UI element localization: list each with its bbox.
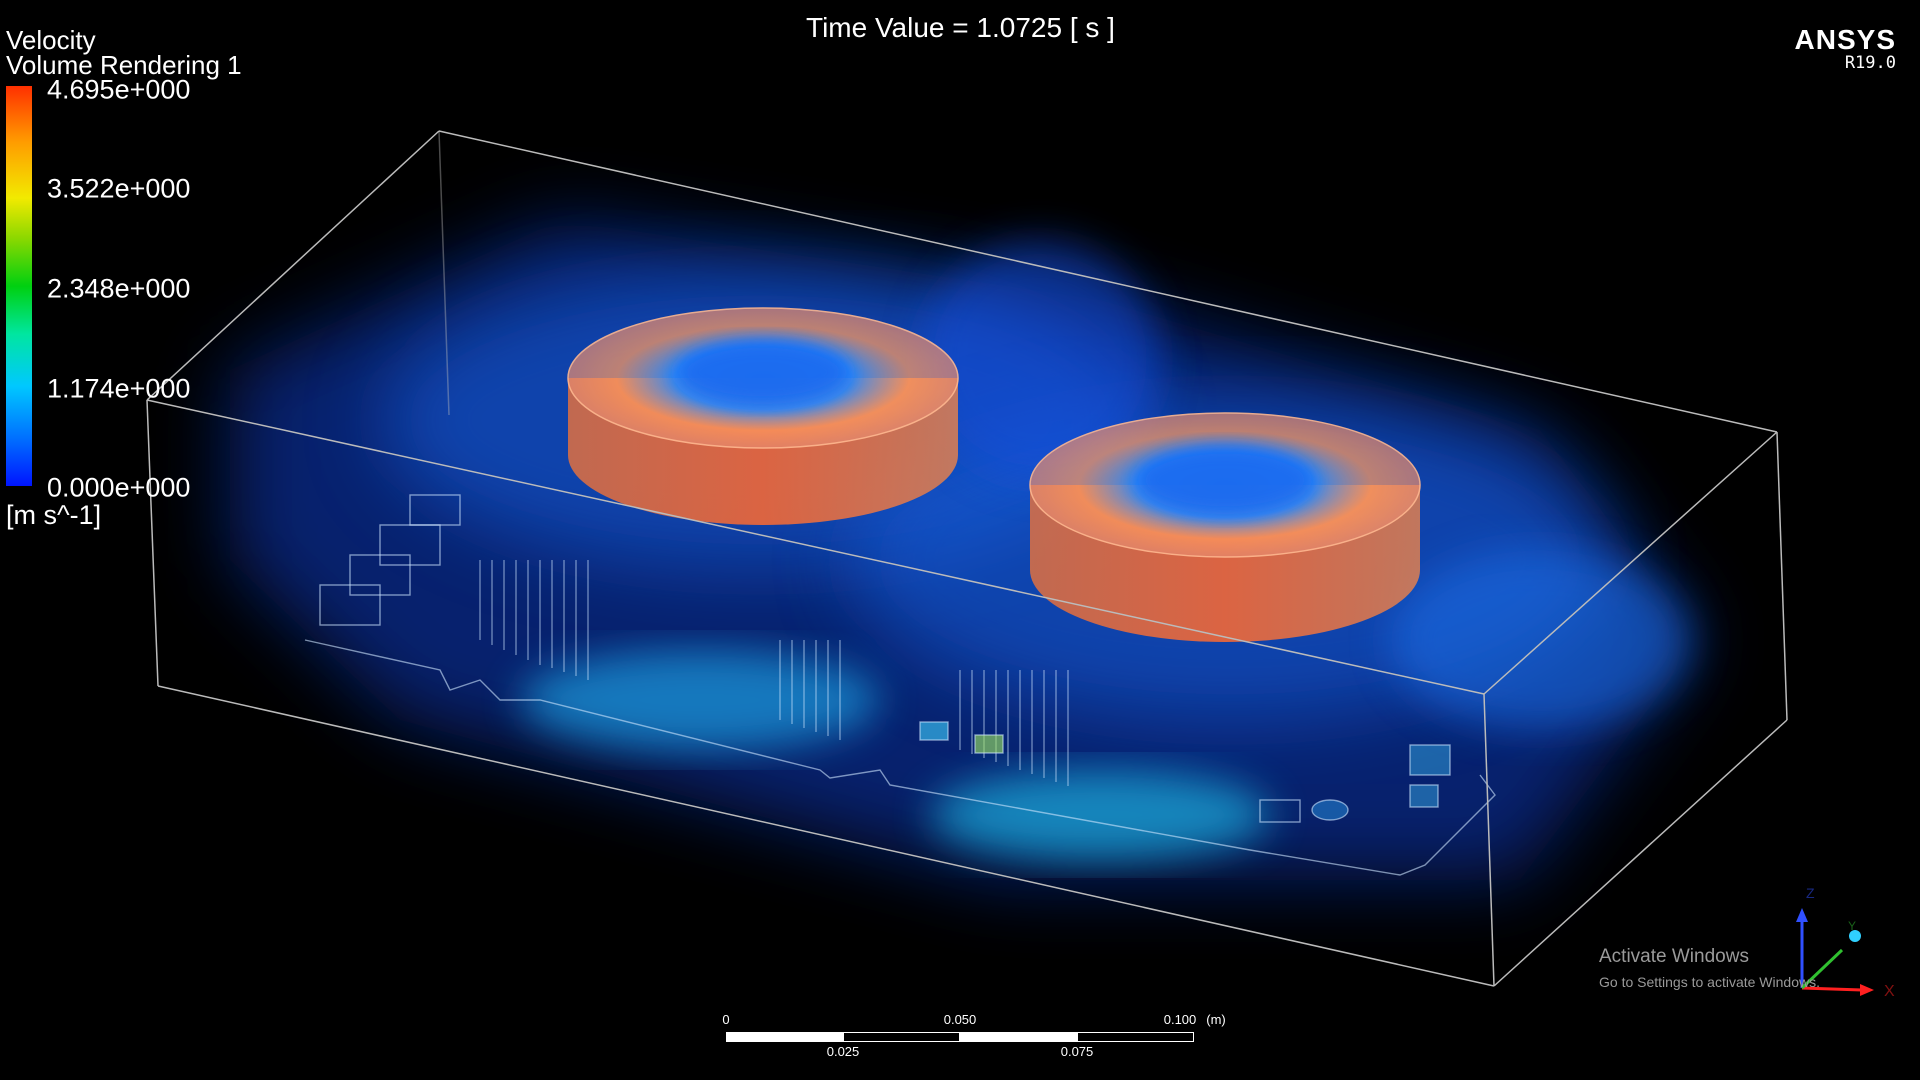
legend-title: Velocity Volume Rendering 1 bbox=[6, 25, 242, 80]
scale-label: 0.050 bbox=[943, 1012, 977, 1027]
activate-windows-watermark: Activate Windows Go to Settings to activ… bbox=[1599, 946, 1820, 990]
scale-label: 0 bbox=[722, 1012, 730, 1027]
color-bar bbox=[6, 86, 32, 486]
brand-name: ANSYS bbox=[1794, 24, 1896, 55]
scale-segment bbox=[726, 1032, 843, 1042]
fan-right bbox=[1029, 412, 1421, 642]
scale-segment bbox=[843, 1032, 960, 1042]
axis-x-label: X bbox=[1884, 983, 1895, 1000]
scale-segment bbox=[960, 1032, 1077, 1042]
scale-label: 0.075 bbox=[1060, 1044, 1094, 1059]
legend-object: Volume Rendering 1 bbox=[6, 50, 242, 80]
brand-version: R19.0 bbox=[1844, 53, 1896, 73]
legend-tick: 3.522e+000 bbox=[47, 173, 191, 204]
legend-tick: 1.174e+000 bbox=[47, 373, 191, 404]
gpu-board-geometry bbox=[304, 494, 1496, 876]
scale-label: 0.025 bbox=[826, 1044, 860, 1059]
legend-variable: Velocity bbox=[6, 25, 96, 55]
scale-bar: 0 0.050 0.100 (m) 0.025 0.075 bbox=[722, 1012, 1225, 1072]
axis-y-label: Y bbox=[1848, 919, 1856, 933]
legend-unit: [m s^-1] bbox=[6, 500, 102, 530]
scale-unit: (m) bbox=[1206, 1012, 1226, 1027]
legend-tick: 2.348e+000 bbox=[47, 273, 191, 304]
domain-bounding-box bbox=[146, 130, 1788, 987]
fan-left bbox=[567, 307, 959, 525]
time-value-label: Time Value = 1.0725 [ s ] bbox=[806, 12, 1115, 43]
legend-tick: 0.000e+000 bbox=[47, 472, 191, 503]
scale-label: 0.100 bbox=[1163, 1012, 1197, 1027]
axis-z-label: Z bbox=[1806, 885, 1815, 901]
legend-tick: 4.695e+000 bbox=[47, 74, 191, 105]
velocity-volume-render bbox=[230, 220, 1700, 880]
scale-segment bbox=[1077, 1032, 1194, 1042]
watermark-title: Activate Windows bbox=[1599, 946, 1749, 967]
ansys-logo: ANSYS R19.0 bbox=[1794, 24, 1896, 73]
watermark-subtitle: Go to Settings to activate Windows. bbox=[1599, 974, 1820, 990]
axis-triad bbox=[1796, 908, 1874, 996]
